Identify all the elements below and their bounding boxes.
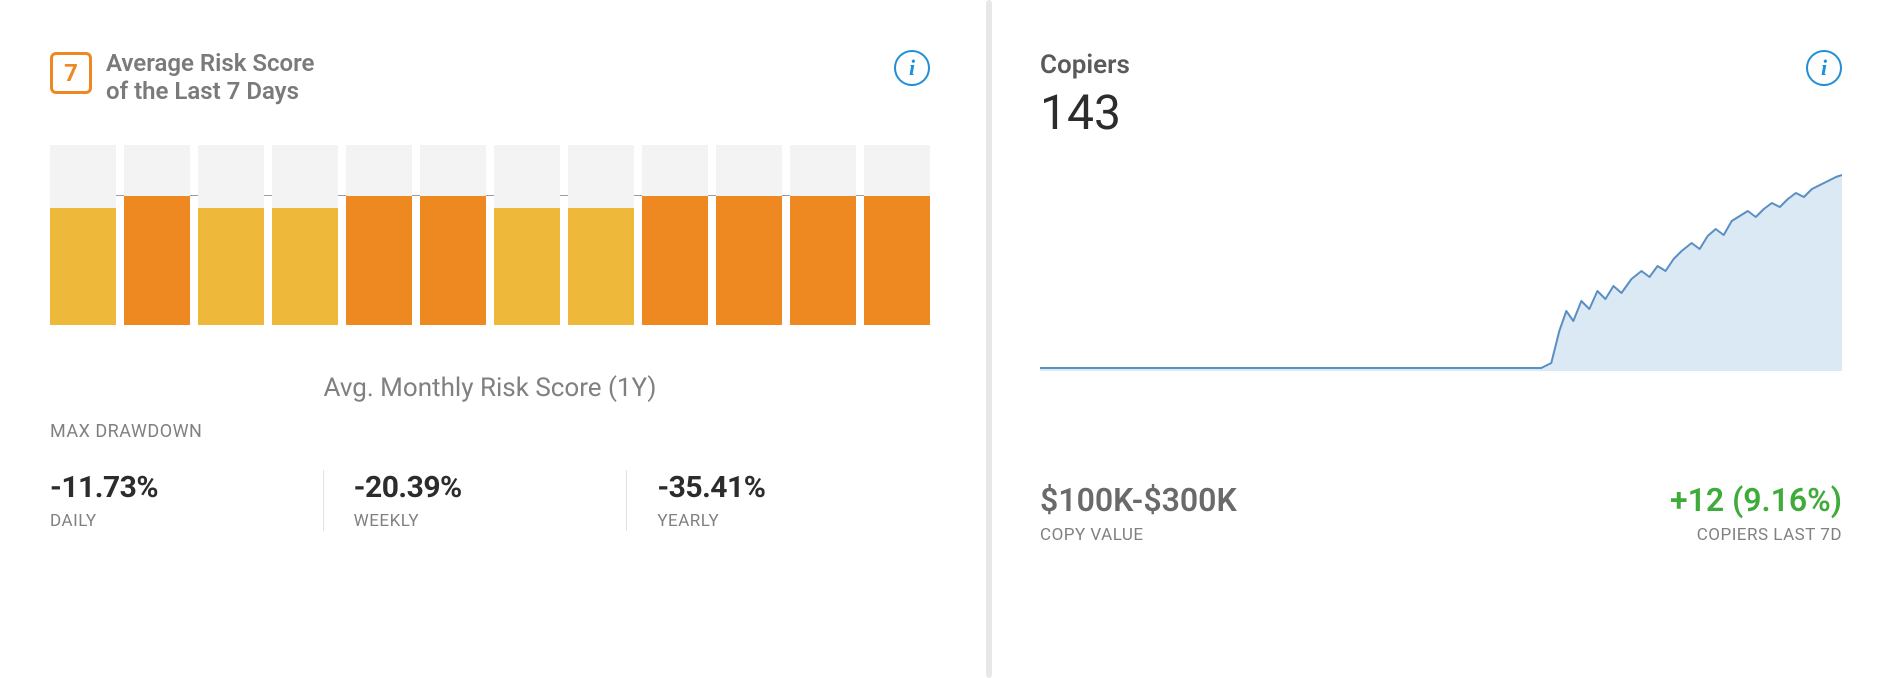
risk-bar <box>420 145 486 325</box>
risk-bar <box>716 145 782 325</box>
copiers-header-row: Copiers 143 i <box>1040 50 1842 141</box>
risk-bar <box>568 145 634 325</box>
risk-bar-fill <box>642 196 708 326</box>
risk-bar-fill <box>568 208 634 325</box>
risk-bar <box>124 145 190 325</box>
copiers-7d-change: +12 (9.16%) <box>1670 481 1842 519</box>
risk-bar <box>346 145 412 325</box>
copiers-7d-label: COPIERS LAST 7D <box>1670 525 1842 545</box>
risk-bar-fill <box>346 196 412 326</box>
risk-bar-fill <box>50 208 116 325</box>
drawdown-daily-label: DAILY <box>50 511 293 531</box>
risk-header: 7 Average Risk Score of the Last 7 Days <box>50 50 336 105</box>
copy-value-label: COPY VALUE <box>1040 525 1237 545</box>
copy-value: $100K-$300K <box>1040 481 1237 519</box>
risk-bar <box>790 145 856 325</box>
info-icon[interactable]: i <box>894 50 930 86</box>
risk-bar <box>864 145 930 325</box>
risk-bar-fill <box>716 196 782 326</box>
drawdown-weekly-label: WEEKLY <box>354 511 597 531</box>
risk-bar <box>50 145 116 325</box>
copiers-panel: Copiers 143 i $100K-$300K COPY VALUE +12… <box>1000 0 1892 678</box>
risk-bar <box>642 145 708 325</box>
drawdown-row: -11.73% DAILY -20.39% WEEKLY -35.41% YEA… <box>50 470 930 531</box>
copiers-title: Copiers <box>1040 50 1130 80</box>
risk-bar-chart <box>50 145 930 325</box>
copiers-footer: $100K-$300K COPY VALUE +12 (9.16%) COPIE… <box>1040 481 1842 545</box>
risk-title: Average Risk Score of the Last 7 Days <box>106 50 336 105</box>
risk-panel: 7 Average Risk Score of the Last 7 Days … <box>0 0 980 678</box>
risk-chart-subtitle: Avg. Monthly Risk Score (1Y) <box>50 373 930 403</box>
risk-bar-fill <box>864 196 930 326</box>
risk-bar <box>198 145 264 325</box>
copiers-value: 143 <box>1040 84 1130 141</box>
dashboard: 7 Average Risk Score of the Last 7 Days … <box>0 0 1892 678</box>
drawdown-yearly-value: -35.41% <box>657 470 900 505</box>
risk-score-badge: 7 <box>50 52 92 94</box>
risk-bar <box>494 145 560 325</box>
risk-bar <box>272 145 338 325</box>
copy-value-block: $100K-$300K COPY VALUE <box>1040 481 1237 545</box>
drawdown-daily-value: -11.73% <box>50 470 293 505</box>
drawdown-yearly: -35.41% YEARLY <box>626 470 930 531</box>
risk-header-row: 7 Average Risk Score of the Last 7 Days … <box>50 50 930 105</box>
copiers-sparkline <box>1040 171 1842 371</box>
risk-bar-fill <box>272 208 338 325</box>
risk-bar-fill <box>420 196 486 326</box>
drawdown-weekly-value: -20.39% <box>354 470 597 505</box>
drawdown-daily: -11.73% DAILY <box>50 470 323 531</box>
vertical-divider <box>980 0 1000 678</box>
drawdown-weekly: -20.39% WEEKLY <box>323 470 627 531</box>
risk-bar-fill <box>198 208 264 325</box>
info-icon[interactable]: i <box>1806 50 1842 86</box>
drawdown-yearly-label: YEARLY <box>657 511 900 531</box>
max-drawdown-label: MAX DRAWDOWN <box>50 421 930 442</box>
risk-bar-fill <box>790 196 856 326</box>
copiers-header: Copiers 143 <box>1040 50 1130 141</box>
copiers-7d-block: +12 (9.16%) COPIERS LAST 7D <box>1670 481 1842 545</box>
risk-bar-fill <box>494 208 560 325</box>
risk-bar-fill <box>124 196 190 326</box>
